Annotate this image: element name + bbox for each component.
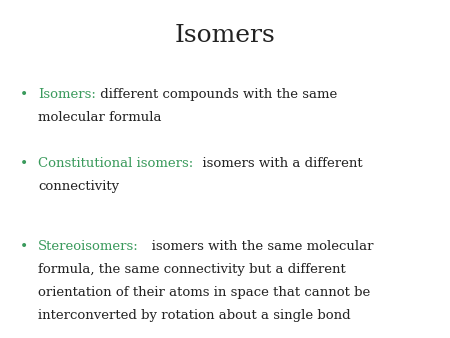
Text: Constitutional isomers:: Constitutional isomers: [38,157,194,170]
Text: molecular formula: molecular formula [38,111,162,124]
Text: •: • [20,88,28,102]
Text: interconverted by rotation about a single bond: interconverted by rotation about a singl… [38,309,351,322]
Text: different compounds with the same: different compounds with the same [96,88,338,101]
Text: Stereoisomers:: Stereoisomers: [38,240,139,253]
Text: •: • [20,240,28,254]
Text: formula, the same connectivity but a different: formula, the same connectivity but a dif… [38,263,346,276]
Text: isomers with the same molecular: isomers with the same molecular [139,240,374,253]
Text: connectivity: connectivity [38,180,119,193]
Text: orientation of their atoms in space that cannot be: orientation of their atoms in space that… [38,286,370,299]
Text: Isomers:: Isomers: [38,88,96,101]
Text: •: • [20,157,28,171]
Text: Isomers: Isomers [175,24,275,47]
Text: isomers with a different: isomers with a different [194,157,362,170]
